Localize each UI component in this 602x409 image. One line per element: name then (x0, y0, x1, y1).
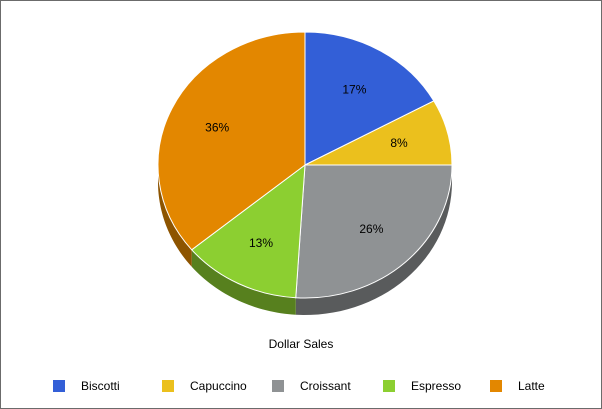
legend-label: Croissant (300, 379, 351, 393)
pie-side-espresso (191, 249, 296, 315)
pie-slice-latte (157, 31, 306, 251)
chart-legend: Biscotti Capuccino Croissant Espresso Latte (1, 371, 601, 401)
data-label-capuccino: 8% (390, 136, 408, 150)
pie-slice-biscotti (304, 31, 435, 166)
pie-side-latte (158, 165, 192, 267)
data-label-biscotti: 17% (342, 82, 366, 96)
legend-item-biscotti: Biscotti (53, 379, 120, 393)
data-label-latte: 36% (205, 121, 229, 135)
pie-slices (157, 31, 453, 299)
chart-title: Dollar Sales (268, 337, 334, 351)
legend-swatch-latte (490, 380, 502, 392)
pie-chart: 17% 8% 26% 13% 36% (157, 31, 453, 315)
legend-label: Espresso (411, 379, 462, 393)
data-label-croissant: 26% (359, 222, 383, 236)
legend-item-croissant: Croissant (272, 379, 351, 393)
legend-item-espresso: Espresso (383, 379, 461, 393)
data-label-espresso: 13% (249, 236, 273, 250)
pie-side-croissant (295, 165, 452, 315)
pie-data-labels: 17% 8% 26% 13% 36% (205, 82, 408, 250)
legend-label: Capuccino (190, 379, 247, 393)
legend-swatch-biscotti (53, 380, 65, 392)
legend-item-latte: Latte (490, 379, 545, 393)
pie-slice-croissant (295, 164, 453, 299)
legend-swatch-croissant (272, 380, 284, 392)
pie-slice-espresso (190, 163, 306, 299)
legend-label: Biscotti (81, 379, 120, 393)
pie-depth (158, 165, 452, 315)
legend-item-capuccino: Capuccino (162, 379, 247, 393)
legend-swatch-capuccino (162, 380, 174, 392)
legend-swatch-espresso (383, 380, 395, 392)
legend-label: Latte (518, 379, 545, 393)
